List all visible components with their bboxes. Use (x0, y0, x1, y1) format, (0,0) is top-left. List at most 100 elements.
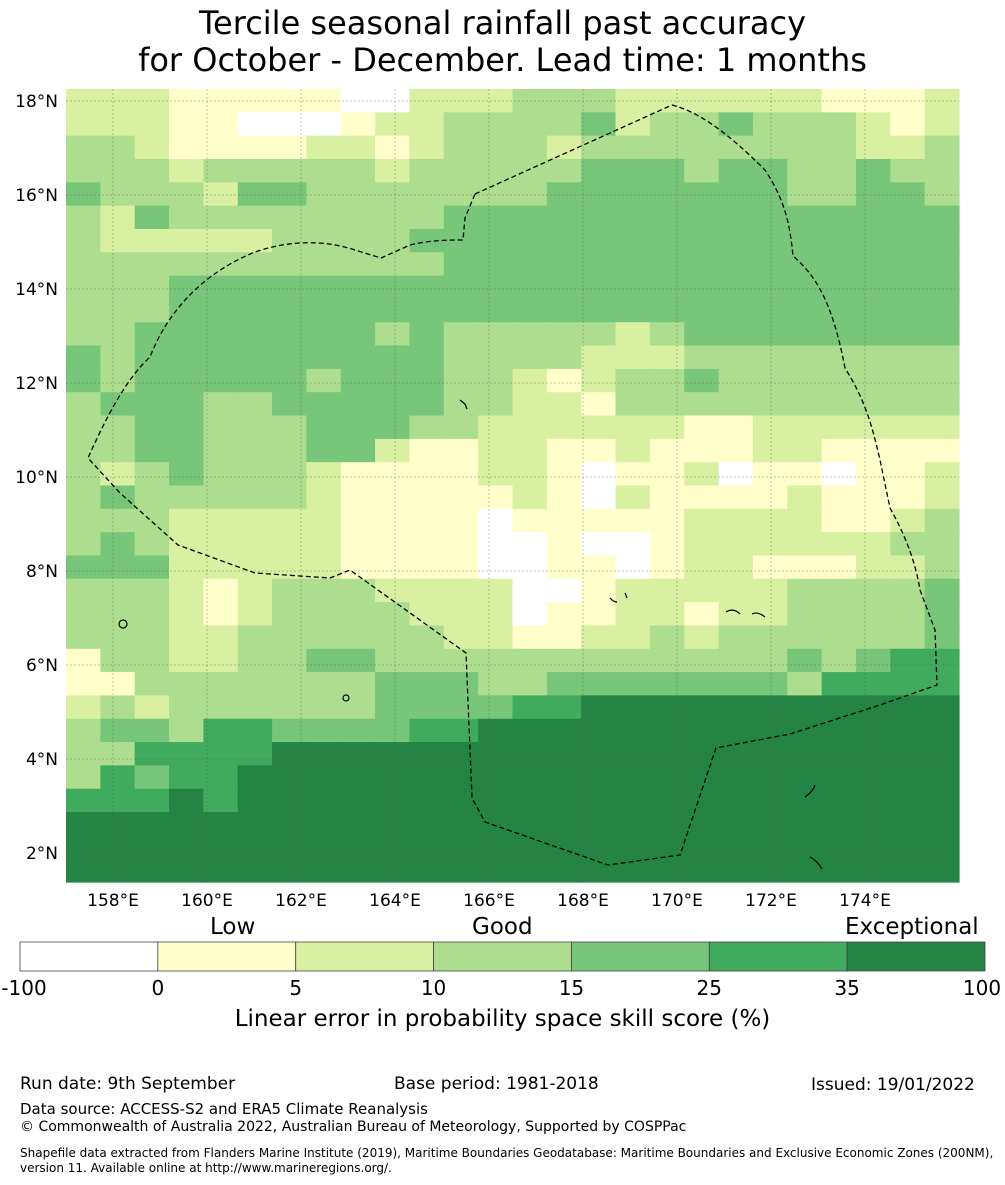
grid-cell (615, 742, 651, 766)
map-title-line-1: Tercile seasonal rainfall past accuracy (198, 4, 807, 42)
grid-cell (340, 438, 376, 463)
grid-cell (443, 765, 479, 790)
grid-cell (890, 812, 926, 836)
grid-cell (821, 275, 857, 300)
grid-cell (512, 858, 548, 883)
grid-cell (272, 158, 308, 183)
grid-cell (924, 625, 960, 650)
grid-cell (752, 718, 788, 743)
grid-cell (478, 555, 514, 580)
grid-cell (855, 275, 891, 300)
grid-cell (169, 765, 204, 790)
grid-cell (306, 578, 342, 603)
grid-cell (66, 672, 101, 697)
grid-cell (306, 672, 342, 697)
grid-cell (718, 765, 754, 790)
grid-cell (66, 648, 101, 673)
grid-cell (66, 438, 101, 463)
grid-cell (684, 602, 720, 627)
grid-cell (581, 602, 617, 627)
grid-cell (169, 415, 204, 440)
grid-cell (443, 508, 479, 533)
grid-cell (718, 672, 754, 697)
grid-cell (203, 252, 239, 277)
grid-cell (272, 765, 308, 790)
grid-cell (272, 205, 308, 230)
grid-cell (546, 812, 582, 836)
grid-cell (581, 555, 617, 580)
grid-cell (409, 765, 445, 790)
longitude-label: 166°E (463, 891, 515, 911)
grid-cell (100, 508, 136, 533)
grid-cell (478, 625, 514, 650)
grid-cell (237, 298, 273, 323)
base-period: Base period: 1981-2018 (394, 1074, 599, 1094)
grid-cell (478, 322, 514, 347)
grid-cell (752, 112, 788, 137)
grid-cell (340, 695, 376, 720)
grid-cell (306, 135, 342, 160)
grid-cell (924, 182, 960, 207)
grid-cell (478, 462, 514, 487)
grid-cell (718, 345, 754, 370)
grid-cell (443, 695, 479, 720)
grid-cell (272, 742, 308, 766)
grid-cell (649, 368, 685, 393)
grid-cell (821, 578, 857, 603)
colorbar-bin (571, 941, 710, 972)
colorbar-tick-label: 15 (558, 976, 585, 1000)
grid-cell (237, 135, 273, 160)
grid-cell (924, 672, 960, 697)
grid-cell (546, 485, 582, 510)
colorbar-bin (157, 941, 297, 972)
grid-cell (409, 368, 445, 393)
grid-cell (684, 252, 720, 277)
grid-cell (546, 742, 582, 766)
grid-cell (443, 298, 479, 323)
grid-cell (684, 462, 720, 487)
grid-cell (443, 555, 479, 580)
grid-cell (581, 89, 617, 113)
grid-cell (134, 462, 170, 487)
grid-cell (787, 485, 823, 510)
grid-cell (787, 112, 823, 137)
grid-cell (409, 182, 445, 207)
grid-cell (272, 182, 308, 207)
grid-cell (237, 368, 273, 393)
grid-cell (409, 228, 445, 253)
grid-cell (924, 112, 960, 137)
grid-cell (512, 765, 548, 790)
grid-cell (512, 485, 548, 510)
grid-cell (272, 415, 308, 440)
colorbar-exceptional-label: Exceptional (845, 914, 979, 940)
grid-cell (752, 135, 788, 160)
grid-cell (66, 392, 101, 417)
grid-cell (340, 228, 376, 253)
grid-cell (443, 602, 479, 627)
grid-cell (615, 298, 651, 323)
grid-cell (890, 578, 926, 603)
grid-cell (581, 135, 617, 160)
grid-cell (66, 858, 101, 883)
grid-cell (821, 298, 857, 323)
grid-cell (787, 812, 823, 836)
grid-cell (684, 555, 720, 580)
grid-cell (787, 438, 823, 463)
grid-cell (924, 788, 960, 813)
grid-cell (375, 415, 411, 440)
grid-cell (512, 788, 548, 813)
grid-cell (100, 718, 136, 743)
grid-cell (340, 345, 376, 370)
grid-cell (581, 672, 617, 697)
map-title-line-2: for October - December. Lead time: 1 mon… (138, 41, 867, 79)
grid-cell (100, 228, 136, 253)
latitude-label: 12°N (15, 374, 58, 394)
grid-cell (615, 275, 651, 300)
grid-cell (512, 742, 548, 766)
grid-cell (684, 858, 720, 883)
grid-cell (752, 158, 788, 183)
grid-cell (546, 578, 582, 603)
grid-cell (375, 835, 411, 860)
grid-cell (581, 438, 617, 463)
grid-cell (718, 158, 754, 183)
